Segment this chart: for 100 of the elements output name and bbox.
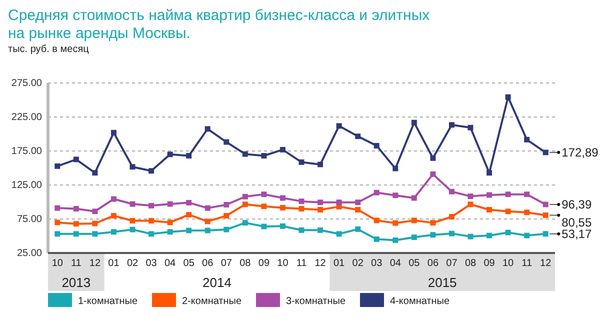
point: [468, 202, 474, 208]
x-tick-label: 03: [371, 258, 383, 270]
data-label: 96,39: [562, 197, 592, 212]
x-tick-label: 05: [183, 258, 195, 270]
point: [148, 218, 154, 224]
point: [542, 202, 548, 208]
point: [524, 136, 530, 142]
point: [411, 234, 417, 240]
point: [204, 218, 210, 224]
text: 2013: [62, 275, 91, 290]
point: [186, 200, 192, 206]
chart-title: Средняя стоимость найма квартир бизнес-класса и элитных на рынке аренды Москвы.: [8, 7, 430, 42]
x-tick-label: 11: [70, 258, 82, 270]
point: [261, 192, 267, 198]
point: [280, 223, 286, 229]
point: [318, 207, 324, 212]
point: [542, 212, 548, 218]
point: [130, 201, 136, 207]
point: [524, 232, 530, 238]
point: [186, 153, 192, 158]
point: [411, 195, 417, 201]
data-label: 172,89: [562, 145, 599, 160]
text: 2014: [202, 275, 232, 290]
point: [392, 220, 398, 226]
point: [524, 192, 530, 198]
y-tick-label: 125.00: [11, 180, 42, 192]
point: [298, 159, 304, 165]
point: [355, 200, 361, 206]
x-tick-label: 04: [164, 258, 176, 270]
point: [411, 218, 417, 224]
point: [204, 205, 210, 211]
point: [54, 205, 60, 211]
point: [92, 170, 98, 176]
point: [430, 220, 436, 226]
point: [73, 231, 79, 237]
point: [130, 226, 136, 232]
point: [224, 212, 230, 218]
point: [486, 170, 492, 176]
point: [374, 218, 380, 224]
point: [318, 227, 324, 233]
point: [110, 130, 116, 136]
point: [355, 226, 361, 232]
point: [167, 229, 173, 235]
point: [261, 153, 267, 158]
legend-label: 1-комнатные: [78, 296, 138, 307]
point: [355, 207, 361, 212]
point: [242, 220, 248, 226]
point: [73, 206, 79, 212]
x-tick-label: 03: [146, 258, 158, 270]
point: [448, 188, 454, 194]
point: [486, 192, 492, 198]
y-tick-label: 75.00: [16, 214, 42, 226]
point: [148, 202, 154, 208]
point: [486, 207, 492, 212]
point: [468, 234, 474, 240]
point: [336, 123, 342, 129]
x-tick-label: 02: [126, 258, 138, 270]
point: [73, 221, 79, 227]
point: [505, 230, 511, 236]
point: [430, 171, 436, 177]
point: [280, 204, 286, 210]
point: [298, 198, 304, 204]
point: [204, 228, 210, 234]
point: [186, 228, 192, 234]
legend-label: 2-комнатные: [182, 296, 242, 307]
x-tick-label: 06: [202, 258, 214, 270]
x-tick-label: 07: [220, 258, 232, 270]
point: [130, 164, 136, 170]
point: [505, 208, 511, 214]
point: [505, 94, 511, 100]
point: [486, 232, 492, 238]
point: [73, 156, 79, 162]
point: [411, 120, 417, 126]
x-tick-label: 10: [502, 258, 514, 270]
x-tick-label: 12: [540, 258, 552, 270]
point: [167, 201, 173, 207]
point: [392, 192, 398, 198]
point: [242, 194, 248, 200]
point: [54, 220, 60, 226]
point: [298, 227, 304, 233]
x-tick-label: 02: [352, 258, 364, 270]
point: [336, 231, 342, 237]
point: [110, 212, 116, 218]
x-tick-label: 11: [522, 258, 532, 270]
point: [54, 163, 60, 169]
x-tick-label: 12: [314, 258, 326, 270]
point: [430, 232, 436, 238]
point: [148, 168, 154, 174]
x-tick-label: 09: [258, 258, 270, 270]
point: [374, 142, 380, 148]
point: [242, 202, 248, 208]
x-tick-label: 08: [464, 258, 476, 270]
point: [92, 208, 98, 214]
point: [280, 146, 286, 152]
point: [542, 150, 548, 156]
point: [448, 122, 454, 128]
point: [318, 162, 324, 168]
point: [374, 236, 380, 242]
point: [204, 126, 210, 132]
point: [92, 220, 98, 226]
